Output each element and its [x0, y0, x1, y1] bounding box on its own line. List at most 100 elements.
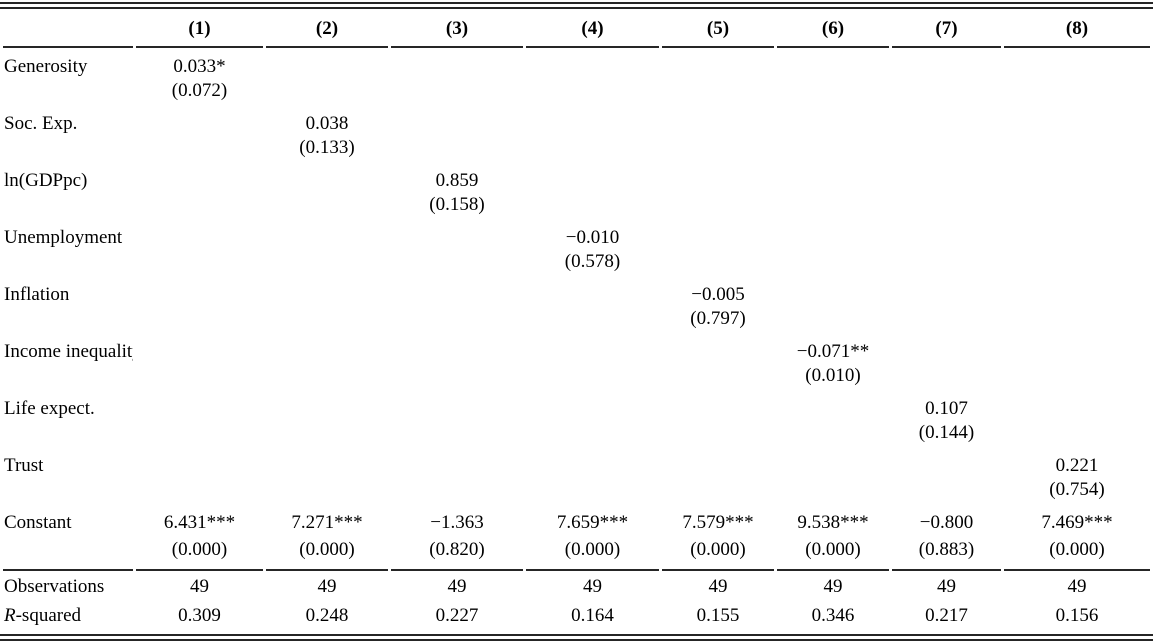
coef-cell: −0.071** [796, 341, 870, 362]
rsq-cell: 0.309 [178, 605, 221, 626]
empty-cell [136, 219, 263, 250]
empty-cell [526, 136, 659, 162]
empty-cell [266, 162, 388, 193]
empty-cell [892, 162, 1001, 193]
empty-cell [266, 421, 388, 447]
empty-cell [3, 364, 133, 390]
table-row-gdppc: ln(GDPpc) 0.859 [3, 162, 1150, 193]
empty-cell [136, 276, 263, 307]
pvalue-cell: (0.883) [918, 539, 975, 560]
coef-cell: −0.800 [919, 512, 974, 533]
top-double-rule [0, 2, 1153, 9]
empty-cell [3, 535, 133, 569]
empty-cell [136, 478, 263, 504]
empty-cell [136, 421, 263, 447]
obs-cell: 49 [526, 569, 659, 603]
empty-cell [892, 48, 1001, 79]
column-header-4: (4) [526, 9, 659, 48]
r-squared-italic-r: R [4, 605, 16, 626]
empty-cell [266, 219, 388, 250]
empty-cell [777, 162, 889, 193]
empty-cell [777, 193, 889, 219]
empty-cell [777, 136, 889, 162]
pvalue-cell: (0.578) [564, 251, 621, 272]
empty-cell [3, 250, 133, 276]
coef-cell: 7.579*** [682, 512, 754, 533]
row-label: Constant [4, 512, 72, 533]
empty-cell [136, 136, 263, 162]
empty-cell [892, 136, 1001, 162]
empty-cell [136, 162, 263, 193]
empty-cell [391, 250, 523, 276]
rsq-cell: 0.156 [1055, 605, 1099, 626]
empty-cell [892, 478, 1001, 504]
column-header-1: (1) [136, 9, 263, 48]
table-row-observations: Observations 49 49 49 49 49 49 49 49 [3, 569, 1150, 603]
coef-cell: 6.431*** [163, 512, 236, 533]
empty-cell [892, 307, 1001, 333]
r-squared-suffix: -squared [15, 605, 82, 626]
table-row-inflation-p: (0.797) [3, 307, 1150, 333]
obs-cell: 49 [892, 569, 1001, 603]
empty-cell [892, 193, 1001, 219]
empty-cell [1004, 333, 1150, 364]
pvalue-cell: (0.820) [429, 539, 485, 560]
empty-cell [526, 447, 659, 478]
row-label: Inflation [4, 284, 70, 305]
empty-cell [136, 364, 263, 390]
empty-cell [391, 421, 523, 447]
pvalue-cell: (0.000) [299, 539, 355, 560]
empty-cell [777, 447, 889, 478]
empty-cell [892, 447, 1001, 478]
empty-cell [777, 276, 889, 307]
empty-cell [1004, 136, 1150, 162]
rsq-cell: 0.227 [435, 605, 479, 626]
table-row-trust-p: (0.754) [3, 478, 1150, 504]
empty-cell [391, 307, 523, 333]
empty-cell [892, 333, 1001, 364]
pvalue-cell: (0.000) [564, 539, 621, 560]
obs-cell: 49 [1004, 569, 1150, 603]
empty-cell [662, 162, 774, 193]
coef-cell: 9.538*** [797, 512, 869, 533]
empty-cell [266, 79, 388, 105]
table-row-unemployment-p: (0.578) [3, 250, 1150, 276]
rsq-cell: 0.155 [696, 605, 740, 626]
header-row: (1) (2) (3) (4) (5) (6) (7) (8) [3, 9, 1150, 48]
empty-cell [777, 48, 889, 79]
empty-cell [136, 193, 263, 219]
row-label: Income inequality [4, 341, 133, 362]
empty-cell [391, 79, 523, 105]
column-header-8: (8) [1004, 9, 1150, 48]
empty-cell [662, 79, 774, 105]
empty-cell [266, 276, 388, 307]
empty-cell [526, 307, 659, 333]
empty-cell [777, 478, 889, 504]
empty-cell [1004, 219, 1150, 250]
empty-cell [892, 250, 1001, 276]
empty-cell [3, 193, 133, 219]
empty-cell [1004, 79, 1150, 105]
empty-cell [136, 250, 263, 276]
empty-cell [391, 276, 523, 307]
pvalue-cell: (0.158) [429, 194, 485, 215]
empty-cell [892, 276, 1001, 307]
empty-cell [662, 105, 774, 136]
empty-cell [526, 421, 659, 447]
coef-cell: 7.659*** [556, 512, 629, 533]
empty-cell [266, 390, 388, 421]
empty-cell [892, 364, 1001, 390]
row-label: R-squared [3, 603, 133, 632]
empty-cell [526, 478, 659, 504]
row-label: Life expect. [4, 398, 95, 419]
coef-cell: 0.107 [925, 398, 968, 419]
empty-cell [266, 48, 388, 79]
empty-cell [526, 162, 659, 193]
empty-cell [662, 136, 774, 162]
pvalue-cell: (0.000) [690, 539, 746, 560]
empty-cell [3, 79, 133, 105]
table-row-constant: Constant 6.431*** 7.271*** −1.363 7.659*… [3, 504, 1150, 535]
table-row-income-inequality-p: (0.010) [3, 364, 1150, 390]
coef-cell: 0.221 [1055, 455, 1099, 476]
empty-cell [391, 447, 523, 478]
